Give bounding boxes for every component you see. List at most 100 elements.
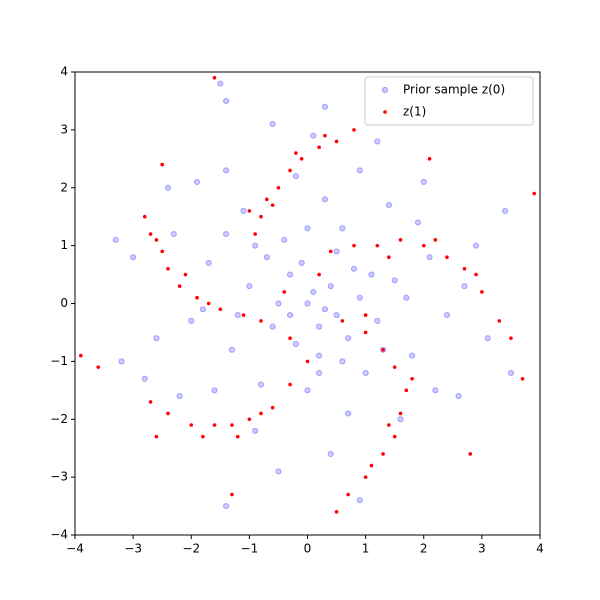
scatter-point bbox=[398, 411, 403, 416]
scatter-point bbox=[141, 375, 148, 382]
scatter-point bbox=[276, 185, 281, 190]
scatter-point bbox=[270, 203, 275, 207]
scatter-point bbox=[201, 434, 205, 439]
scatter-point bbox=[205, 259, 212, 267]
scatter-point bbox=[298, 259, 305, 267]
scatter-point bbox=[468, 452, 473, 456]
scatter-point bbox=[269, 120, 276, 128]
x-tick-label: −4 bbox=[66, 542, 84, 556]
scatter-point bbox=[252, 242, 259, 249]
x-tick-label: −2 bbox=[182, 542, 200, 556]
scatter-point bbox=[316, 323, 323, 330]
scatter-point bbox=[339, 225, 346, 232]
scatter-point bbox=[391, 277, 398, 284]
x-tick-label: 0 bbox=[304, 542, 312, 556]
scatter-point bbox=[427, 157, 432, 161]
scatter-point bbox=[118, 358, 125, 365]
x-tick-label: 3 bbox=[478, 542, 486, 556]
scatter-point bbox=[212, 75, 217, 80]
scatter-point bbox=[321, 103, 329, 110]
scatter-point bbox=[275, 300, 282, 307]
scatter-point bbox=[188, 317, 195, 324]
scatter-point bbox=[96, 365, 101, 369]
scatter-point bbox=[223, 167, 230, 174]
scatter-point bbox=[321, 306, 329, 313]
scatter-point bbox=[235, 434, 240, 439]
scatter-point bbox=[409, 352, 416, 359]
x-tick-label: 1 bbox=[362, 542, 370, 556]
scatter-point bbox=[259, 319, 263, 323]
scatter-point bbox=[170, 230, 177, 238]
scatter-point bbox=[310, 132, 317, 139]
scatter-point bbox=[432, 387, 439, 394]
scatter-point bbox=[421, 243, 426, 248]
scatter-point bbox=[241, 313, 246, 317]
scatter-point bbox=[363, 313, 368, 317]
scatter-point bbox=[352, 243, 356, 248]
scatter-point bbox=[166, 411, 170, 416]
scatter-point bbox=[340, 319, 345, 323]
scatter-point bbox=[363, 330, 368, 335]
y-tick-label: 2 bbox=[60, 180, 68, 194]
scatter-point bbox=[327, 283, 334, 290]
scatter-point bbox=[445, 255, 449, 259]
scatter-point bbox=[484, 335, 491, 342]
scatter-point bbox=[206, 301, 211, 306]
legend-label: Prior sample z(0) bbox=[403, 83, 505, 97]
scatter-point bbox=[160, 162, 164, 167]
scatter-point bbox=[455, 393, 462, 400]
scatter-point bbox=[253, 232, 257, 236]
scatter-point bbox=[350, 265, 358, 272]
x-tick-label: 4 bbox=[536, 542, 544, 556]
scatter-point bbox=[79, 353, 83, 358]
scatter-point bbox=[392, 434, 397, 439]
y-tick-label: 3 bbox=[60, 122, 68, 136]
scatter-point bbox=[352, 128, 356, 132]
scatter-point bbox=[246, 283, 253, 290]
scatter-point bbox=[199, 306, 206, 313]
scatter-point bbox=[247, 209, 252, 213]
x-tick-label: −3 bbox=[124, 542, 142, 556]
scatter-point bbox=[321, 196, 329, 203]
scatter-point bbox=[234, 311, 241, 319]
scatter-point bbox=[212, 423, 217, 427]
scatter-point bbox=[381, 348, 385, 352]
scatter-point bbox=[317, 145, 321, 150]
scatter-point bbox=[410, 376, 414, 381]
scatter-point bbox=[247, 417, 252, 422]
scatter-point bbox=[240, 207, 247, 214]
scatter-point bbox=[130, 254, 137, 261]
scatter-point bbox=[310, 288, 317, 296]
scatter-point bbox=[323, 133, 327, 138]
scatter-point bbox=[259, 411, 263, 416]
scatter-point bbox=[292, 340, 299, 348]
scatter-point bbox=[368, 271, 375, 278]
scatter-point bbox=[275, 468, 282, 475]
scatter-point bbox=[334, 139, 339, 144]
scatter-point bbox=[223, 230, 230, 238]
scatter-point bbox=[426, 254, 433, 261]
scatter-point bbox=[257, 381, 265, 388]
scatter-point bbox=[299, 157, 304, 161]
scatter-point bbox=[398, 238, 403, 242]
scatter-point bbox=[223, 502, 230, 510]
scatter-point bbox=[317, 272, 321, 277]
scatter-point bbox=[385, 202, 392, 209]
scatter-point bbox=[333, 248, 340, 255]
scatter-point bbox=[148, 232, 153, 236]
scatter-point bbox=[497, 319, 502, 323]
scatter-point bbox=[177, 284, 182, 288]
scatter-point bbox=[218, 307, 223, 312]
scatter-point bbox=[281, 236, 288, 243]
scatter-point bbox=[160, 249, 164, 254]
scatter-point bbox=[414, 219, 422, 226]
scatter-point bbox=[420, 178, 427, 186]
scatter-point bbox=[288, 336, 292, 341]
scatter-point bbox=[532, 191, 536, 196]
scatter-point bbox=[356, 294, 363, 301]
scatter-point bbox=[195, 295, 199, 300]
scatter-point bbox=[345, 335, 352, 342]
scatter-point bbox=[148, 400, 153, 404]
y-tick-label: −1 bbox=[50, 354, 68, 368]
scatter-point bbox=[112, 236, 119, 243]
